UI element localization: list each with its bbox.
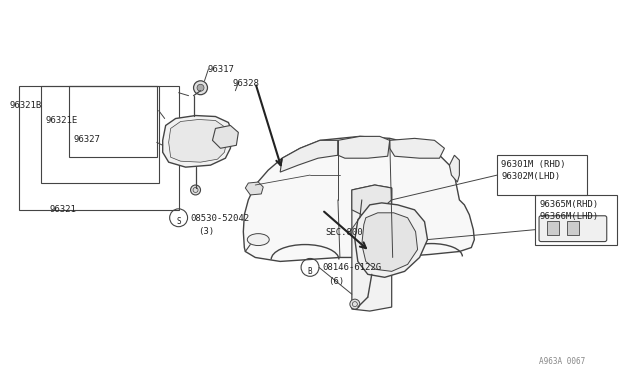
Polygon shape <box>243 137 474 262</box>
Bar <box>567 221 579 235</box>
Text: 96321E: 96321E <box>45 116 77 125</box>
Polygon shape <box>169 119 227 162</box>
Text: 96301M (RHD): 96301M (RHD) <box>501 160 566 169</box>
Bar <box>69 86 157 157</box>
Text: 96328: 96328 <box>232 79 259 88</box>
Text: A963A 0067: A963A 0067 <box>539 357 586 366</box>
Text: 96366M(LHD): 96366M(LHD) <box>539 212 598 221</box>
Circle shape <box>197 84 204 91</box>
Polygon shape <box>362 213 417 271</box>
Bar <box>547 221 559 235</box>
Text: 96321B: 96321B <box>10 101 42 110</box>
Polygon shape <box>163 116 232 167</box>
Bar <box>535 195 617 244</box>
Text: 96317: 96317 <box>207 65 234 74</box>
Text: 08530-52042: 08530-52042 <box>191 214 250 223</box>
Text: 96321: 96321 <box>49 205 76 214</box>
Ellipse shape <box>247 234 269 246</box>
Circle shape <box>191 185 200 195</box>
Bar <box>19 86 179 210</box>
Text: 08146-6122G: 08146-6122G <box>322 263 381 272</box>
Text: (6): (6) <box>328 277 344 286</box>
Circle shape <box>193 81 207 95</box>
Text: S: S <box>176 217 181 226</box>
Text: B: B <box>308 267 312 276</box>
Text: SEC.800: SEC.800 <box>325 228 363 237</box>
Text: 96365M(RHD): 96365M(RHD) <box>539 200 598 209</box>
Polygon shape <box>245 182 263 195</box>
Polygon shape <box>449 155 460 182</box>
Text: (3): (3) <box>198 227 214 236</box>
Polygon shape <box>280 140 338 172</box>
Polygon shape <box>352 185 392 215</box>
Bar <box>497 155 587 195</box>
Polygon shape <box>212 125 238 148</box>
Text: 96302M(LHD): 96302M(LHD) <box>501 172 561 181</box>
FancyBboxPatch shape <box>539 216 607 241</box>
Bar <box>41 86 159 183</box>
Polygon shape <box>355 203 428 277</box>
Text: 96327: 96327 <box>73 135 100 144</box>
Polygon shape <box>338 137 390 158</box>
Circle shape <box>350 299 360 309</box>
Polygon shape <box>390 138 444 158</box>
Polygon shape <box>352 185 392 311</box>
